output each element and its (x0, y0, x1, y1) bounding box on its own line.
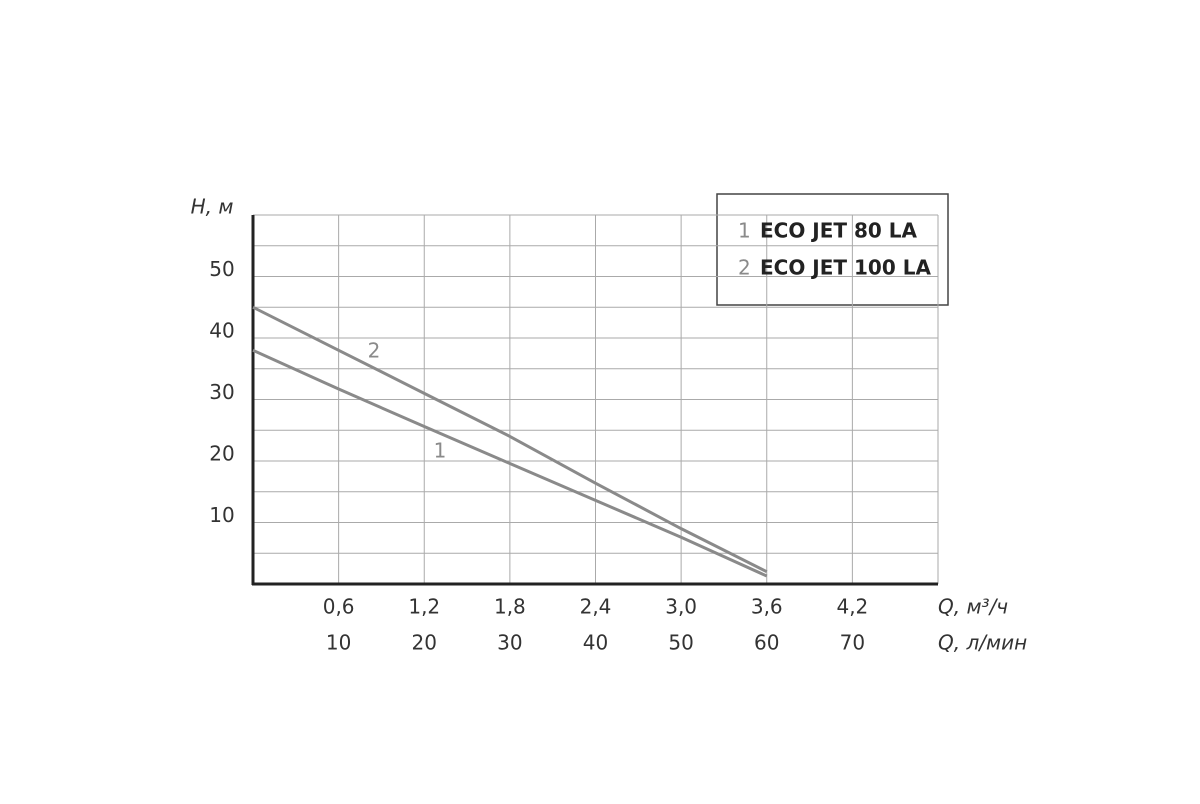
legend-label: ECO JET 80 LA (760, 219, 918, 243)
y-axis-label: H, м (191, 195, 234, 219)
x2-tick-label: 40 (583, 631, 608, 655)
x2-tick-label: 70 (840, 631, 865, 655)
x-tick-label: 0,6 (323, 595, 355, 619)
series-line (252, 348, 768, 578)
x-tick-label: 3,6 (751, 595, 783, 619)
x2-tick-label: 50 (668, 631, 693, 655)
x2-tick-label: 30 (497, 631, 522, 655)
legend-label: ECO JET 100 LA (760, 256, 931, 280)
x-axis-label: Q, м³/ч (938, 595, 1008, 619)
x-tick-label: 1,8 (494, 595, 526, 619)
x-tick-label: 4,2 (836, 595, 868, 619)
y-tick-label: 40 (209, 319, 234, 343)
x2-tick-label: 20 (412, 631, 437, 655)
x-tick-label: 3,0 (665, 595, 697, 619)
x2-axis-label: Q, л/мин (938, 631, 1027, 655)
x2-tick-label: 60 (754, 631, 779, 655)
x-tick-label: 2,4 (580, 595, 612, 619)
legend-number: 1 (738, 219, 751, 243)
series-line (252, 305, 768, 574)
legend-box (716, 193, 949, 306)
x2-tick-label: 10 (326, 631, 351, 655)
legend-number: 2 (738, 256, 751, 280)
y-tick-label: 10 (209, 503, 234, 527)
curve-label: 2 (368, 339, 381, 363)
y-tick-label: 30 (209, 380, 234, 404)
x-tick-label: 1,2 (408, 595, 440, 619)
y-tick-label: 50 (209, 257, 234, 281)
y-tick-label: 20 (209, 442, 234, 466)
curve-label: 1 (434, 439, 447, 463)
